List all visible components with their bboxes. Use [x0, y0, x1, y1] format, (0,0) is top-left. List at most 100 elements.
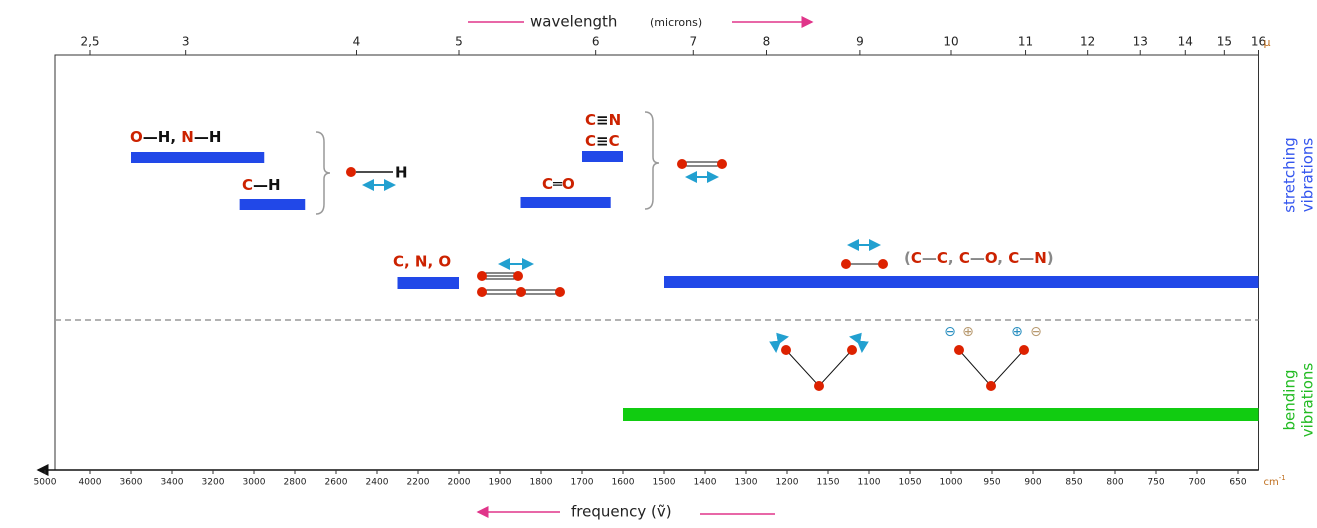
label: C═O — [542, 175, 575, 193]
bond — [785, 349, 820, 387]
sep: , — [948, 249, 954, 267]
charge: ⊖ — [944, 324, 956, 340]
bond: ≡ — [596, 132, 609, 150]
x2-tick-label: 2,5 — [80, 35, 99, 49]
label: (C—C, C—O, C—N) — [904, 249, 1054, 267]
x-tick-label: 1400 — [694, 478, 717, 488]
atom: C — [1008, 249, 1019, 267]
x2-tick-label: 11 — [1018, 35, 1033, 49]
atom: O — [562, 175, 575, 193]
atom: C — [542, 175, 553, 193]
atom-dot — [555, 287, 565, 297]
x2-tick-label: 16 — [1251, 35, 1266, 49]
atom-dot — [781, 345, 791, 355]
bond — [818, 349, 853, 387]
x-title: frequency (ṽ) — [571, 503, 672, 521]
atom: N — [1034, 249, 1047, 267]
atom-dot — [814, 381, 824, 391]
label: C≡C — [585, 132, 620, 150]
atom-dot — [513, 271, 523, 281]
x-tick-label: 2200 — [407, 478, 430, 488]
x-tick-label: 800 — [1106, 478, 1123, 488]
x-tick-label: 2400 — [366, 478, 389, 488]
x-tick-label: 2600 — [325, 478, 348, 488]
x-tick-label: 3400 — [161, 478, 184, 488]
x-tick-label: 1200 — [776, 478, 799, 488]
atom-dot — [346, 167, 356, 177]
atom-dot — [1019, 345, 1029, 355]
unit: cm — [1264, 477, 1279, 488]
axes: 5000 4000 3600 3400 3200 3000 2800 2600 2400 2200… — [34, 35, 1286, 489]
range-bar — [664, 276, 1259, 288]
x-tick-label: 1100 — [858, 478, 881, 488]
x-tick-label: 850 — [1065, 478, 1082, 488]
paren: ) — [1047, 249, 1054, 267]
unit-exp: -1 — [1279, 474, 1286, 482]
label: C≡N — [585, 111, 621, 129]
x2-tick-label: 7 — [689, 35, 697, 49]
range-bar — [582, 151, 623, 162]
atom: C — [959, 249, 970, 267]
bond-diagram — [477, 258, 565, 297]
x2-tick-label: 4 — [353, 35, 361, 49]
x2-title-unit: (microns) — [650, 16, 702, 29]
x2-tick-label: 3 — [182, 35, 190, 49]
x-tick-label: 1050 — [899, 478, 922, 488]
label: C, N, O — [393, 253, 451, 271]
bracket — [644, 111, 660, 210]
label: C—H — [242, 176, 281, 194]
x-tick-label: 1150 — [817, 478, 840, 488]
x-tick-label: 1600 — [612, 478, 635, 488]
bond: —H — [143, 128, 171, 146]
side-label: vibrations — [1299, 138, 1317, 213]
x-unit: cm-1 — [1264, 474, 1286, 488]
atom: O — [985, 249, 997, 267]
bond: — — [1019, 249, 1034, 267]
x-tick-label: 650 — [1229, 478, 1246, 488]
x2-tick-label: 6 — [592, 35, 600, 49]
paren: ( — [904, 249, 911, 267]
charge: ⊕ — [962, 324, 974, 340]
atom-dot — [954, 345, 964, 355]
x2-tick-label: 10 — [943, 35, 958, 49]
x2-title: wavelength — [530, 13, 617, 31]
x2-tick-label: 15 — [1217, 35, 1232, 49]
x-tick-label: 1700 — [571, 478, 594, 488]
atom-dot — [841, 259, 851, 269]
sep: , — [170, 128, 176, 146]
side-label: bending — [1281, 370, 1299, 431]
atom: O — [130, 128, 143, 146]
arrow — [849, 332, 869, 353]
atom: C — [609, 132, 620, 150]
atom: N — [609, 111, 622, 129]
arrow — [769, 332, 789, 353]
range-bar — [520, 197, 611, 208]
x2-tick-label: 14 — [1178, 35, 1193, 49]
x-tick-label: 750 — [1147, 478, 1164, 488]
bond: —H — [253, 176, 281, 194]
label: O—H, N—H — [130, 128, 221, 146]
x-tick-label: 5000 — [34, 478, 57, 488]
atom: C — [585, 111, 596, 129]
bond — [990, 349, 1025, 387]
atom-dot — [986, 381, 996, 391]
atom-dot — [477, 271, 487, 281]
x-tick-label: 1900 — [489, 478, 512, 488]
atom-dot — [717, 159, 727, 169]
side-label: vibrations — [1299, 363, 1317, 438]
x-tick-label: 700 — [1188, 478, 1205, 488]
range-bar — [623, 408, 1259, 421]
atom: C — [911, 249, 922, 267]
x-tick-label: 3000 — [243, 478, 266, 488]
sep: , — [997, 249, 1003, 267]
x2-tick-label: 5 — [455, 35, 463, 49]
side-label: stretching — [1281, 137, 1299, 213]
x-tick-label: 2800 — [284, 478, 307, 488]
bend-diagram: ⊖ ⊕ ⊕ ⊖ — [769, 324, 1042, 391]
bond — [958, 349, 992, 387]
atom: H — [395, 164, 408, 182]
bond: — — [970, 249, 985, 267]
atom: C — [585, 132, 596, 150]
x-tick-label: 1300 — [735, 478, 758, 488]
